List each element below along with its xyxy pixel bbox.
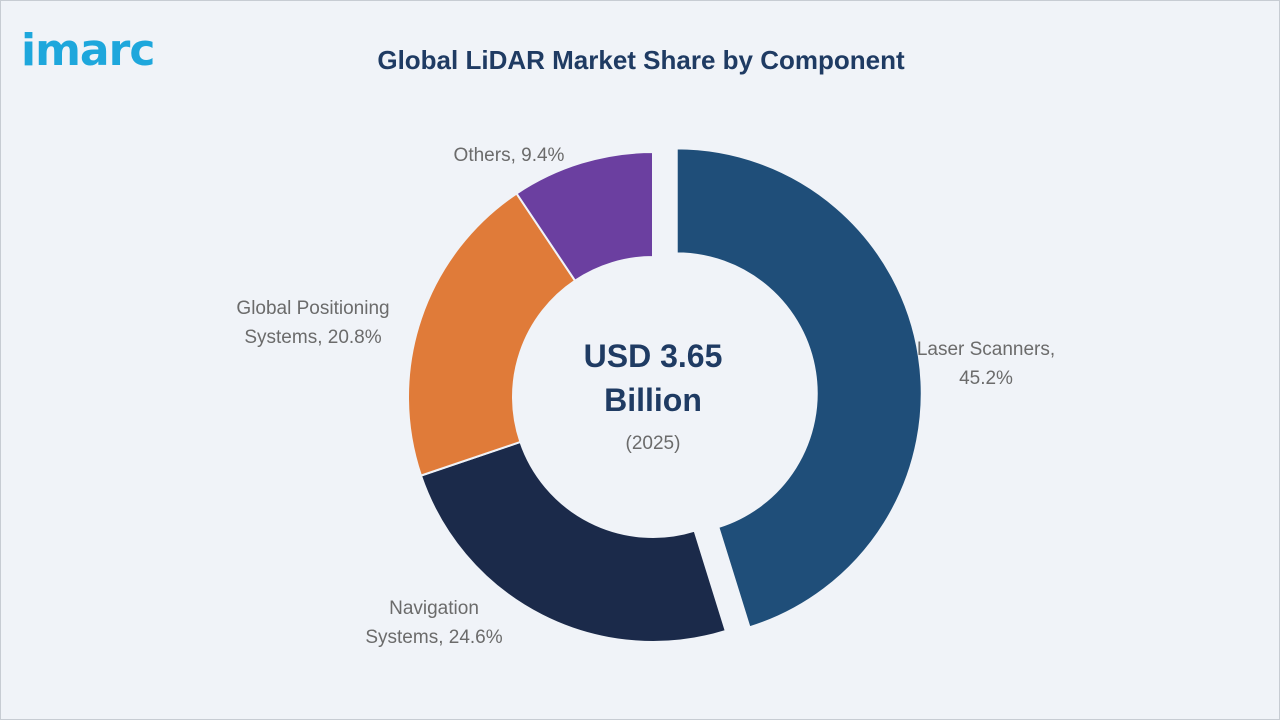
center-year: (2025) bbox=[626, 433, 681, 454]
donut-slice-global-positioning-systems bbox=[407, 192, 577, 477]
slice-label-global-positioning-systems: Global Positioning Systems, 20.8% bbox=[236, 298, 389, 348]
donut-slice-others bbox=[515, 150, 654, 283]
slice-label-line: Systems, 24.6% bbox=[365, 627, 502, 648]
slice-label-others: Others, 9.4% bbox=[454, 145, 565, 166]
donut-slice-laser-scanners bbox=[675, 147, 923, 629]
slice-label-laser-scanners: Laser Scanners, 45.2% bbox=[917, 339, 1055, 389]
slice-label-line: Laser Scanners, bbox=[917, 339, 1055, 360]
chart-title: Global LiDAR Market Share by Component bbox=[377, 45, 905, 75]
slice-label-navigation-systems: Navigation Systems, 24.6% bbox=[365, 598, 502, 648]
slice-label-line: Others, 9.4% bbox=[454, 145, 565, 166]
imarc-logo: imarc bbox=[21, 25, 155, 76]
slice-label-line: Systems, 20.8% bbox=[244, 327, 381, 348]
center-value-line2: Billion bbox=[604, 382, 702, 418]
slice-label-line: Global Positioning bbox=[236, 298, 389, 319]
center-value-line1: USD 3.65 bbox=[584, 338, 723, 374]
slice-label-line: Navigation bbox=[389, 598, 479, 619]
donut-slice-navigation-systems bbox=[419, 440, 728, 643]
slice-label-line: 45.2% bbox=[959, 368, 1013, 389]
